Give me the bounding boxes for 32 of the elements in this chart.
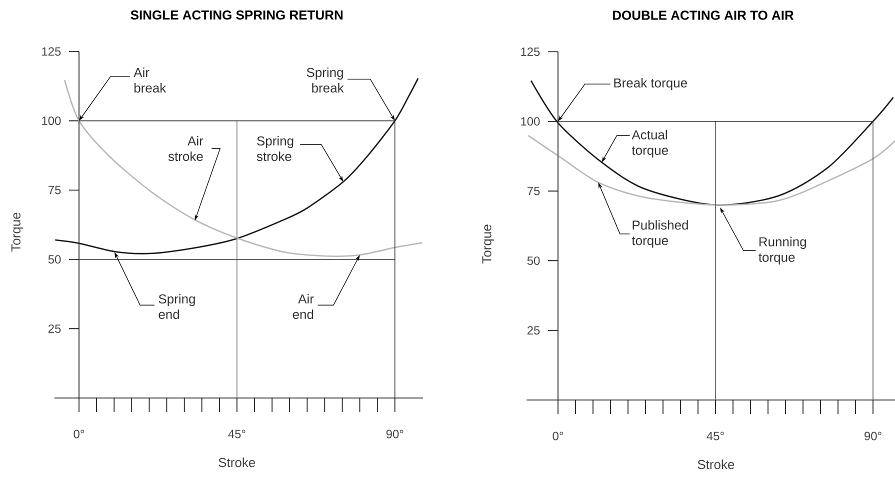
x-tick-label: 0° [74, 430, 84, 438]
y-axis-title: Torque [482, 224, 494, 264]
annotation: Spring break [306, 68, 344, 93]
x-tick-label: 90° [386, 430, 404, 438]
x-tick-label: 90° [864, 432, 882, 440]
annotation: Air stroke [168, 136, 204, 162]
x-axis-title: Stroke [218, 458, 256, 468]
annotation: Published torque [632, 220, 688, 248]
x-axis-title: Stroke [698, 460, 734, 470]
chart-title: SINGLE ACTING SPRING RETURN [130, 10, 343, 20]
y-tick-label: 50 [48, 255, 61, 264]
x-tick-label: 0° [552, 432, 564, 440]
y-tick-label: 125 [42, 47, 61, 56]
annotation: Actual torque [632, 130, 668, 158]
y-tick-label: 25 [48, 324, 61, 333]
annotation: Air break [134, 68, 166, 93]
y-tick-label: 75 [527, 186, 540, 196]
x-tick-label: 45° [228, 430, 246, 438]
annotation: Running torque [758, 236, 806, 264]
annotation: Spring stroke [256, 136, 294, 162]
y-tick-label: 50 [527, 256, 540, 265]
y-tick-label: 100 [521, 117, 540, 126]
y-tick-label: 100 [42, 116, 61, 126]
annotation: Spring end [158, 294, 195, 320]
x-tick-label: 45° [706, 432, 724, 440]
y-tick-label: 125 [521, 48, 540, 56]
y-tick-label: 25 [527, 326, 540, 335]
y-axis-title: Torque [11, 212, 24, 252]
y-tick-label: 75 [48, 186, 61, 194]
chart-title: DOUBLE ACTING AIR TO AIR [612, 10, 794, 20]
annotation: Break torque [614, 78, 687, 90]
annotation: Air end [292, 294, 314, 320]
